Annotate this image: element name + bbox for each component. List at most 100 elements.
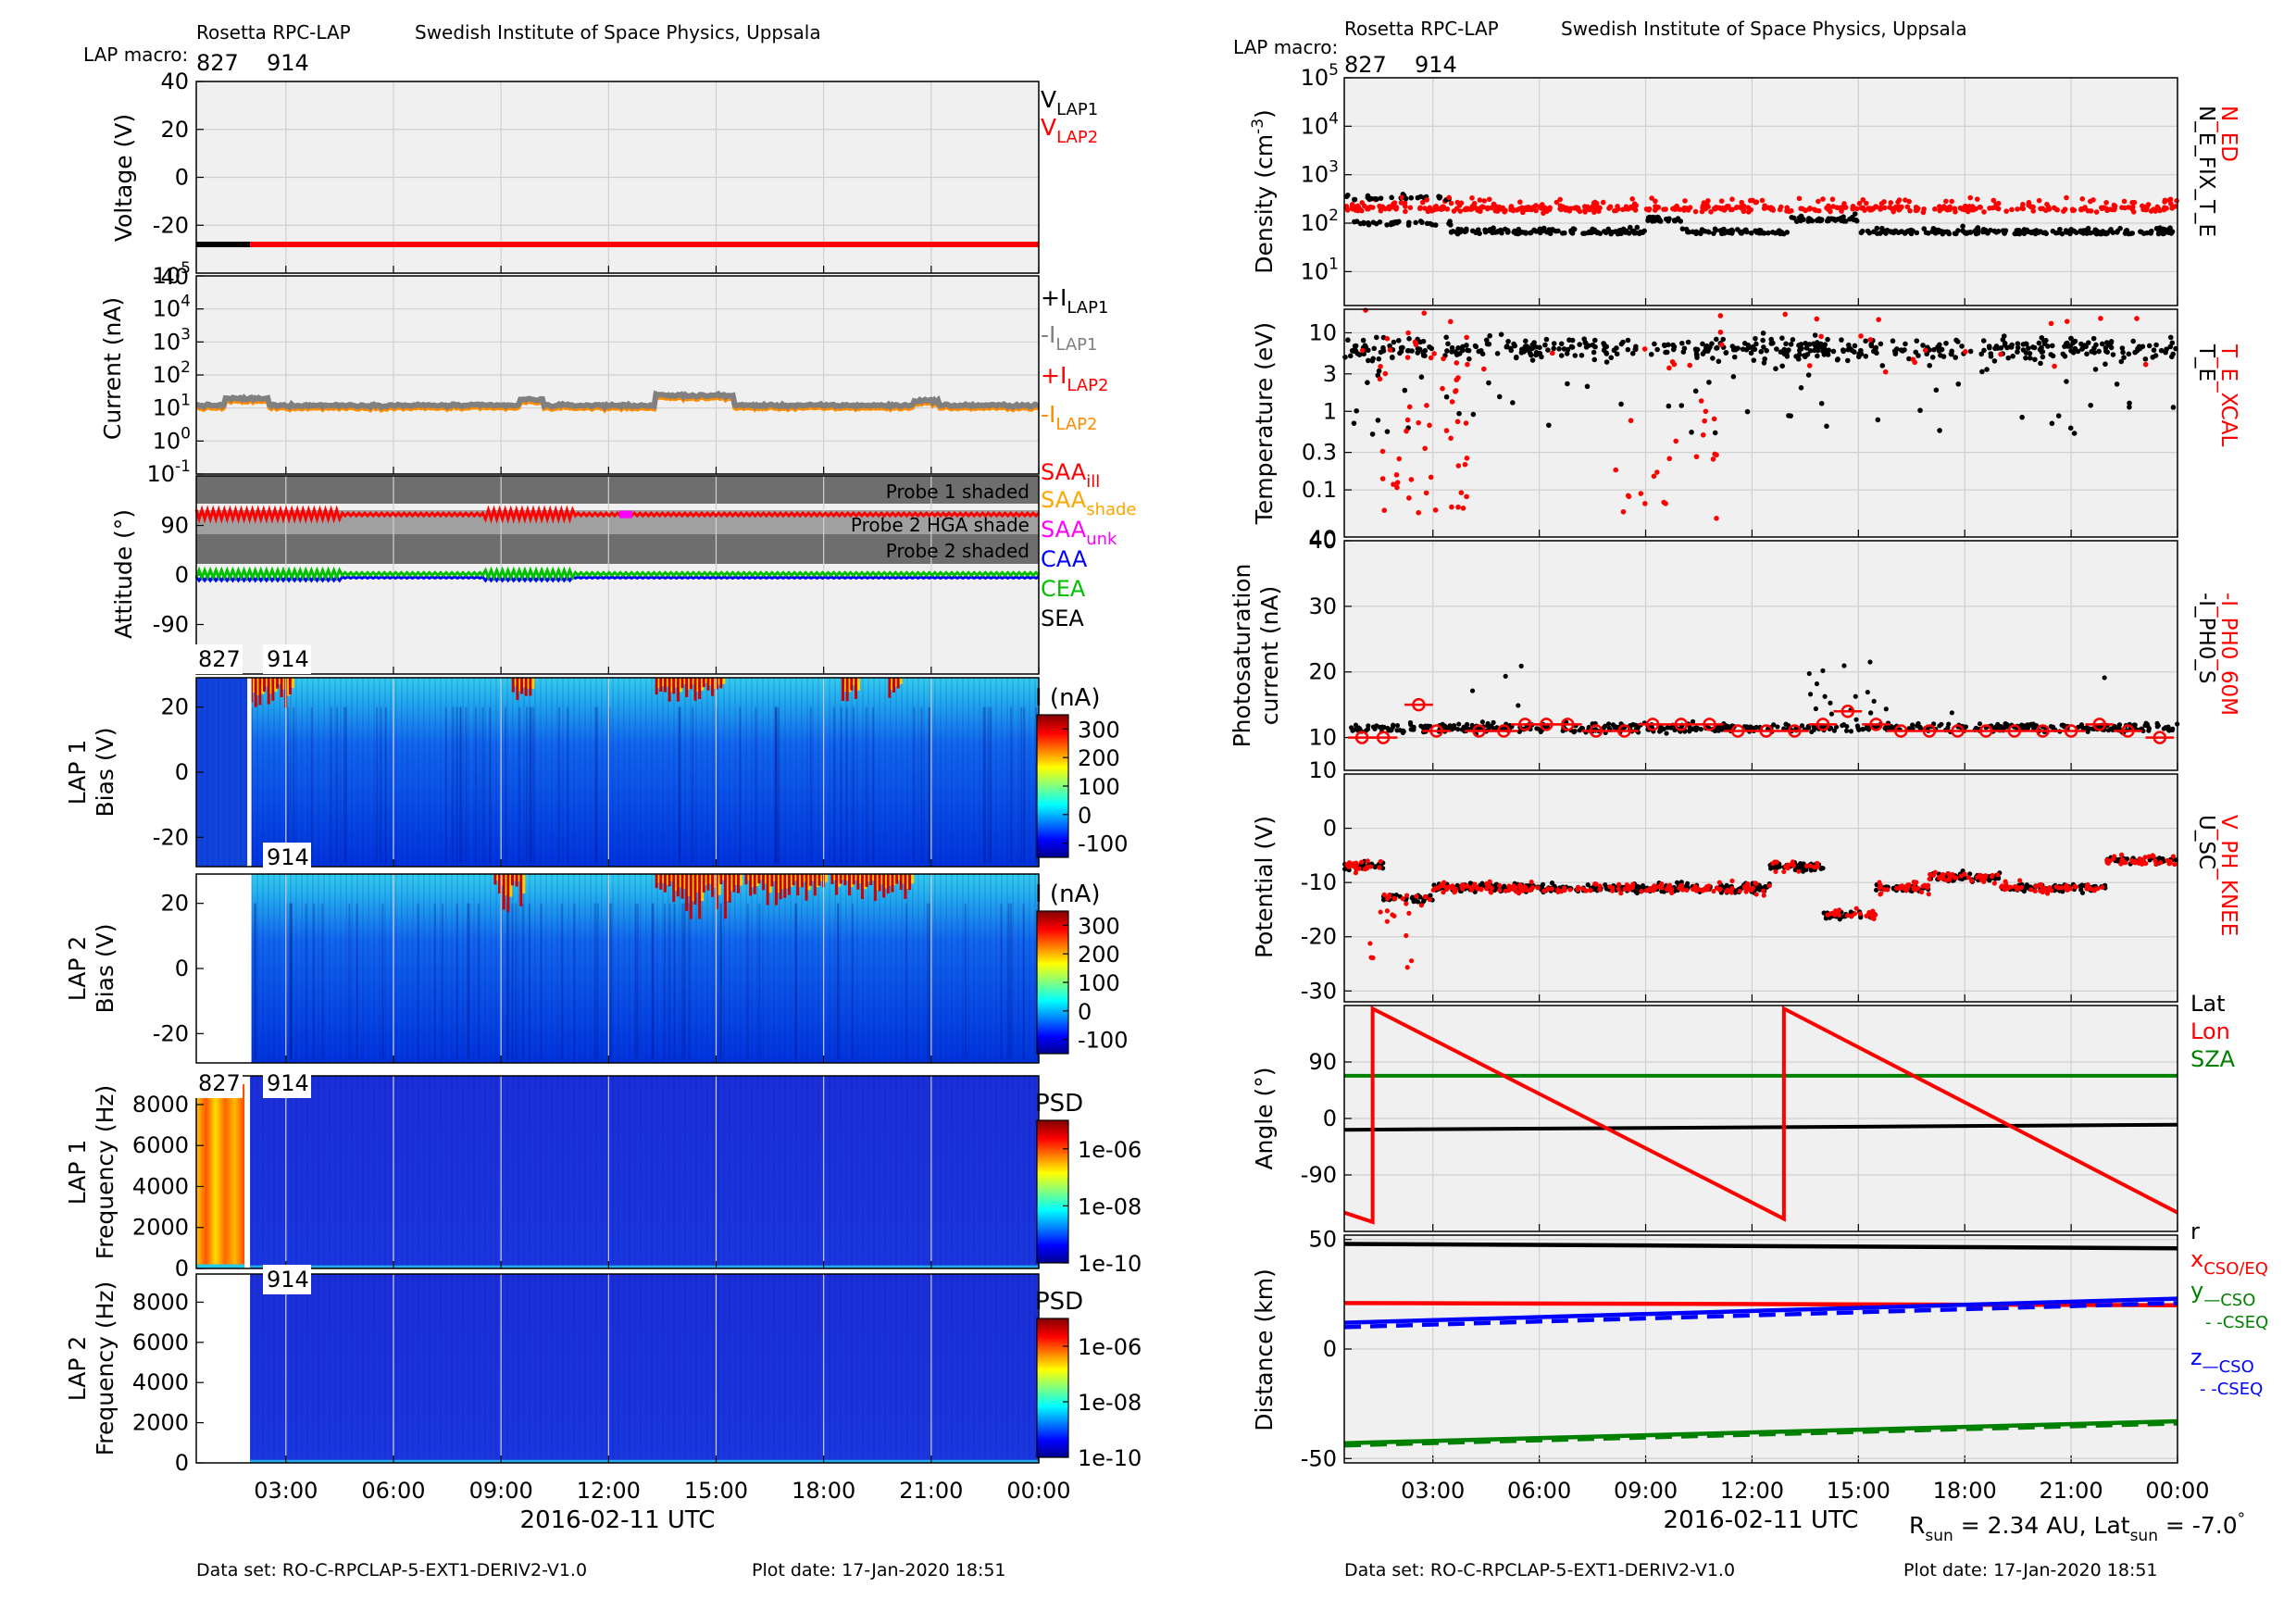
bias2-streak	[255, 903, 257, 1060]
bias2-streak	[651, 903, 654, 1060]
photo-black-point	[1456, 721, 1462, 727]
distance-r-line	[1343, 1242, 2178, 1251]
bias2-burst	[886, 874, 890, 894]
density-black-point	[2114, 230, 2120, 235]
bias1-burst	[275, 678, 279, 689]
temperature-black-point	[2064, 379, 2069, 384]
density-red-point	[2042, 207, 2049, 214]
temperature-black-point	[1373, 334, 1379, 341]
potential-red-point	[1475, 886, 1480, 892]
temperature-black-point	[2126, 351, 2132, 357]
temperature-black-point	[1551, 341, 1557, 346]
temperature-ytick-label: 3	[1323, 361, 1337, 387]
temperature-black-point	[2005, 355, 2012, 361]
bias1-streak	[525, 706, 528, 864]
temperature-black-point	[1730, 374, 1737, 380]
macro-tag-827-psd1: 827	[198, 1070, 241, 1096]
temperature-black-point	[2163, 349, 2168, 356]
potential-red-point	[1995, 872, 2001, 878]
density-black-point	[1753, 228, 1758, 234]
density-black-point	[2144, 230, 2150, 236]
temperature-black-point	[1943, 340, 1949, 346]
bias2-streak	[610, 903, 613, 1060]
temperature-black-point	[1459, 347, 1466, 354]
potential-black-point	[1763, 883, 1768, 890]
bias2-burst	[852, 874, 855, 885]
potential-red-point	[1627, 883, 1632, 890]
bias1-burst	[892, 678, 896, 693]
potential-red-point	[2158, 859, 2164, 866]
temperature-black-point	[2142, 356, 2149, 362]
density-black-point	[1469, 228, 1476, 234]
distance-z-cso-line	[1343, 1296, 2178, 1325]
temperature-black-point	[1692, 388, 1699, 394]
temperature-red-point	[1428, 474, 1434, 481]
density-black-point	[2128, 231, 2134, 237]
legend-attitude-5: SEA	[1041, 606, 1084, 631]
potential-black-point	[1801, 867, 1806, 872]
density-red-point	[1496, 204, 1503, 210]
density-red-point	[1517, 199, 1523, 206]
temperature-black-point	[1565, 346, 1571, 353]
potential-red-point	[1828, 910, 1834, 917]
potential-red-point	[1583, 888, 1589, 893]
temperature-black-point	[1839, 337, 1844, 343]
bias1-streak	[455, 706, 458, 864]
temperature-black-point	[1953, 355, 1959, 360]
density-black-point	[1702, 228, 1708, 234]
bias2-burst	[842, 874, 845, 881]
temperature-black-point	[1529, 357, 1536, 363]
temperature-black-point	[1902, 347, 1907, 353]
potential-red-point	[1982, 875, 1988, 881]
bias2-burst	[518, 874, 521, 882]
potential-red-point	[1404, 893, 1410, 898]
photo-black-point	[1813, 706, 1818, 712]
temperature-black-point	[1528, 352, 1534, 358]
bias2-burst	[747, 874, 751, 881]
header-macro-label-left: LAP macro:	[83, 44, 188, 66]
psd2-ytick-label: 2000	[132, 1410, 189, 1436]
bias1-burst	[896, 678, 900, 689]
potential-red-point	[2018, 884, 2025, 891]
photo-black-point	[1518, 663, 1524, 668]
psd2-spectrogram-texture	[250, 1274, 1040, 1463]
bias2-burst	[843, 874, 847, 886]
photo-red-point	[1841, 704, 1855, 718]
density-black-point	[1741, 229, 1747, 234]
potential-red-point	[1354, 860, 1359, 866]
photo-black-point	[1687, 729, 1692, 734]
temperature-black-point	[1834, 356, 1841, 363]
temperature-black-point	[1512, 343, 1518, 349]
density-black-point	[2033, 228, 2040, 233]
bias2-burst	[770, 874, 774, 887]
distance-border	[1343, 1234, 2178, 1464]
photo-black-point	[1910, 722, 1915, 728]
temperature-red-point	[1782, 311, 1789, 318]
temperature-black-point	[1354, 407, 1359, 414]
temperature-black-point	[1955, 381, 1962, 387]
psd2-ytick-label: 6000	[132, 1330, 189, 1355]
temperature-red-point	[1455, 463, 1462, 468]
temperature-black-point	[2167, 334, 2174, 341]
density-black-point	[1830, 216, 1837, 222]
bias1-streak	[293, 706, 295, 864]
temperature-border	[1343, 308, 2178, 538]
photo-border	[1343, 540, 2178, 771]
temperature-black-point	[1586, 343, 1591, 349]
voltage-ytick-label: 40	[160, 69, 189, 94]
density-black-point	[1960, 223, 1965, 230]
header-mission-left: Rosetta RPC-LAP	[196, 21, 351, 44]
bias2-burst	[753, 874, 756, 894]
density-black-point	[1921, 226, 1928, 231]
current-ytick-label: 105	[153, 259, 191, 289]
density-black-point	[1424, 220, 1430, 227]
density-black-point	[1634, 224, 1641, 231]
photo-black-point	[1459, 727, 1465, 732]
temperature-red-point	[1378, 363, 1383, 369]
temperature-black-point	[2083, 344, 2089, 350]
potential-red-point	[1803, 863, 1810, 868]
temperature-black-point	[1584, 383, 1591, 390]
photo-black-point	[2030, 721, 2036, 727]
density-red-point	[1981, 209, 1987, 215]
bias1-burst	[698, 678, 702, 699]
